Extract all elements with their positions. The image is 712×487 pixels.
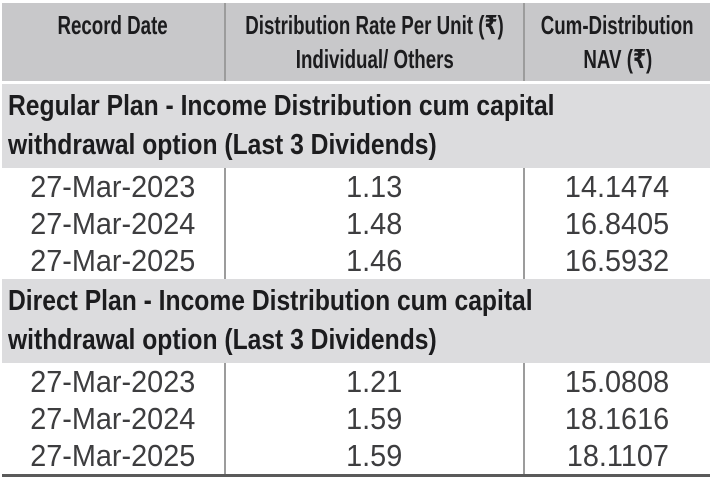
nav-value: 18.1616 — [565, 400, 670, 436]
table-bottom-border — [2, 474, 710, 477]
nav-cell: 15.0808 — [523, 363, 710, 400]
rate-cell: 1.48 — [224, 205, 523, 242]
record-date-value: 27-Mar-2023 — [30, 168, 196, 204]
record-date-value: 27-Mar-2023 — [30, 363, 196, 399]
rate-value: 1.59 — [346, 400, 403, 436]
table-row: 27-Mar-2024 1.48 16.8405 — [2, 205, 710, 242]
nav-value: 16.8405 — [565, 205, 670, 241]
nav-value: 16.5932 — [565, 242, 670, 278]
record-date-value: 27-Mar-2025 — [30, 242, 196, 278]
table-row: 27-Mar-2023 1.21 15.0808 — [2, 363, 710, 400]
table-row: 27-Mar-2025 1.59 18.1107 — [2, 437, 710, 474]
record-date-cell: 27-Mar-2025 — [2, 242, 224, 279]
record-date-cell: 27-Mar-2024 — [2, 205, 224, 242]
rate-value: 1.48 — [346, 205, 403, 241]
record-date-value: 27-Mar-2024 — [30, 205, 196, 241]
table-row: 27-Mar-2023 1.13 14.1474 — [2, 168, 710, 205]
record-date-cell: 27-Mar-2024 — [2, 400, 224, 437]
rate-cell: 1.59 — [224, 400, 523, 437]
header-nav-line1: Cum-Distribution — [541, 10, 694, 40]
dividend-history-table: Record Date Distribution Rate Per Unit (… — [2, 3, 710, 477]
record-date-cell: 27-Mar-2025 — [2, 437, 224, 474]
section-header-direct-plan: Direct Plan - Income Distribution cum ca… — [2, 279, 710, 363]
record-date-cell: 27-Mar-2023 — [2, 363, 224, 400]
table-header-row: Record Date Distribution Rate Per Unit (… — [2, 3, 710, 81]
nav-value: 14.1474 — [565, 168, 670, 204]
rate-cell: 1.21 — [224, 363, 523, 400]
header-nav-line2: NAV (₹) — [583, 44, 652, 74]
rate-cell: 1.13 — [224, 168, 523, 205]
rate-cell: 1.46 — [224, 242, 523, 279]
rate-value: 1.13 — [346, 168, 403, 204]
nav-cell: 18.1107 — [523, 437, 710, 474]
rate-value: 1.46 — [346, 242, 403, 278]
nav-value: 18.1107 — [566, 437, 669, 473]
record-date-cell: 27-Mar-2023 — [2, 168, 224, 205]
rate-value: 1.21 — [346, 363, 403, 399]
nav-cell: 16.5932 — [523, 242, 710, 279]
nav-cell: 14.1474 — [523, 168, 710, 205]
record-date-value: 27-Mar-2025 — [30, 437, 196, 473]
rate-value: 1.59 — [346, 437, 403, 473]
header-cum-distribution-nav: Cum-Distribution NAV (₹) — [523, 3, 710, 81]
table-row: 27-Mar-2025 1.46 16.5932 — [2, 242, 710, 279]
rate-cell: 1.59 — [224, 437, 523, 474]
nav-value: 15.0808 — [565, 363, 670, 399]
nav-cell: 16.8405 — [523, 205, 710, 242]
nav-cell: 18.1616 — [523, 400, 710, 437]
header-divider-gap — [2, 81, 710, 84]
header-record-date: Record Date — [2, 3, 224, 81]
header-rate-line1: Distribution Rate Per Unit (₹) — [245, 10, 504, 40]
table-row: 27-Mar-2024 1.59 18.1616 — [2, 400, 710, 437]
header-distribution-rate: Distribution Rate Per Unit (₹) Individua… — [224, 3, 523, 81]
record-date-value: 27-Mar-2024 — [30, 400, 196, 436]
header-record-date-label: Record Date — [57, 10, 169, 40]
header-rate-line2: Individual/ Others — [295, 44, 454, 74]
section-title: Direct Plan - Income Distribution cum ca… — [8, 285, 533, 356]
section-title: Regular Plan - Income Distribution cum c… — [8, 90, 555, 161]
section-header-regular-plan: Regular Plan - Income Distribution cum c… — [2, 84, 710, 168]
